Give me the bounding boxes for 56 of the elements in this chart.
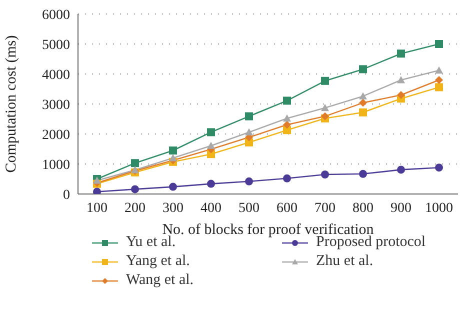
- point: [435, 83, 443, 92]
- point: [245, 128, 253, 136]
- y-tick-label: 1000: [42, 158, 70, 173]
- point: [131, 159, 139, 168]
- point: [131, 185, 139, 194]
- point: [435, 164, 443, 172]
- point: [283, 96, 291, 105]
- x-tick-label: 900: [390, 200, 412, 216]
- point: [283, 174, 291, 182]
- x-tick-label: 400: [200, 200, 222, 216]
- point: [397, 76, 405, 84]
- y-tick-label: 6000: [42, 8, 70, 23]
- point: [321, 104, 329, 112]
- legend-label: Proposed protocol: [316, 234, 426, 251]
- point: [359, 108, 367, 116]
- legend-label: Yu et al.: [126, 234, 176, 251]
- point: [397, 50, 405, 58]
- point: [435, 40, 443, 48]
- x-tick-label: 600: [276, 200, 298, 216]
- point: [207, 128, 215, 136]
- point: [283, 114, 291, 122]
- point: [359, 170, 367, 178]
- point: [397, 91, 405, 99]
- point: [245, 112, 253, 120]
- point: [321, 170, 329, 178]
- x-tick-label: 300: [162, 200, 184, 216]
- point: [283, 120, 291, 129]
- point: [359, 65, 367, 74]
- legend-label: Wang et al.: [126, 272, 194, 289]
- y-tick-label: 4000: [42, 68, 70, 83]
- y-axis-title: Computation cost (ms): [3, 35, 20, 173]
- y-tick-label: 5000: [42, 38, 70, 53]
- y-tick-label: 3000: [42, 98, 70, 113]
- point: [245, 177, 253, 186]
- x-tick-label: 1000: [425, 200, 453, 216]
- point: [93, 188, 101, 194]
- point: [435, 66, 443, 74]
- y-tick-label: 0: [63, 188, 70, 203]
- x-tick-label: 700: [314, 200, 336, 216]
- point: [169, 182, 177, 191]
- point: [397, 166, 405, 174]
- point: [359, 92, 367, 100]
- x-tick-label: 800: [352, 200, 374, 216]
- x-tick-label: 100: [86, 200, 108, 216]
- x-tick-label: 500: [238, 200, 260, 216]
- x-tick-label: 200: [124, 200, 146, 216]
- legend-label: Zhu et al.: [316, 253, 374, 270]
- point: [435, 76, 443, 84]
- point: [207, 180, 215, 188]
- point: [321, 76, 329, 85]
- legend-label: Yang et al.: [126, 253, 190, 270]
- point: [207, 142, 215, 149]
- point: [169, 146, 177, 154]
- point: [359, 98, 367, 107]
- point: [169, 154, 177, 162]
- y-tick-label: 2000: [42, 128, 70, 143]
